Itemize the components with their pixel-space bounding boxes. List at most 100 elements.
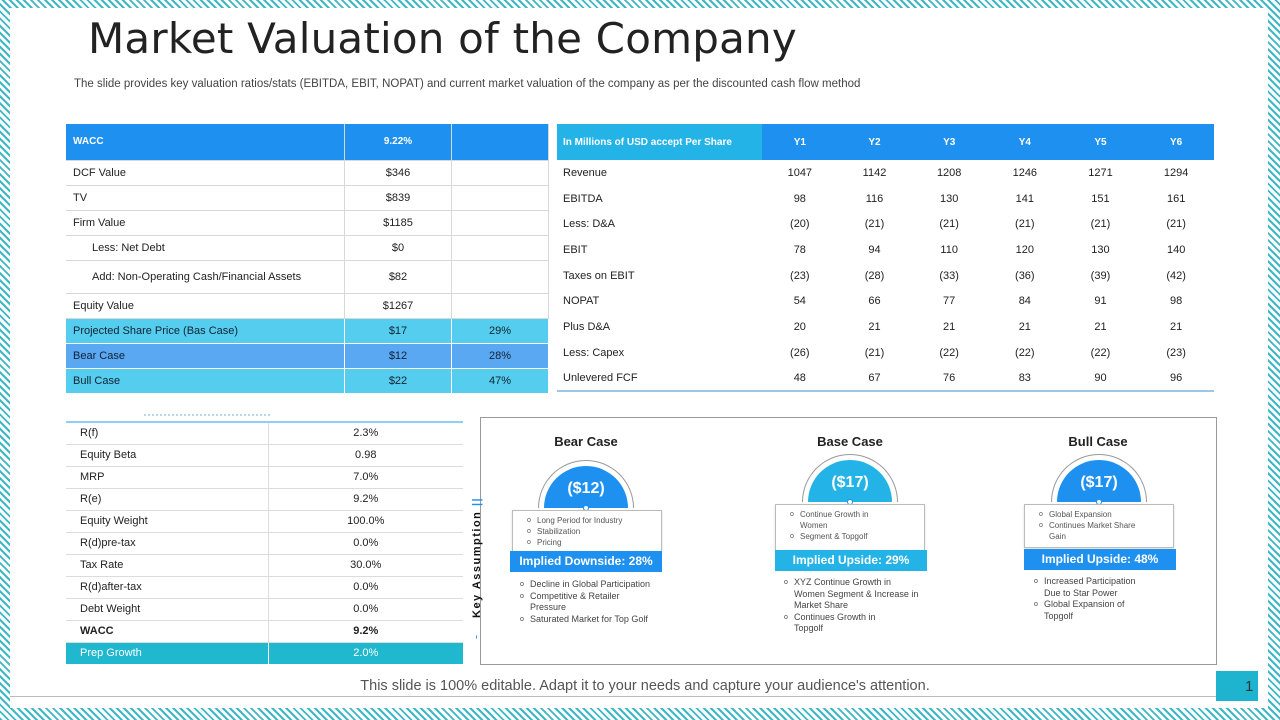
- cell: 83: [987, 365, 1063, 393]
- table-row: Equity Weight 100.0%: [66, 510, 463, 533]
- cell: 140: [1166, 243, 1186, 256]
- base-implied: Implied Upside: 29%: [775, 550, 927, 571]
- list-item: Decline in Global Participation: [520, 579, 680, 591]
- table-row: Revenue 1047 1142 1208 1246 1271 1294: [557, 160, 1214, 186]
- cell: 98: [1170, 295, 1183, 308]
- row-label: R(e): [66, 488, 269, 511]
- table-row: Bear Case $12 28%: [66, 343, 549, 369]
- cell: (36): [1015, 269, 1035, 282]
- cell: 21: [943, 320, 956, 333]
- row-label: MRP: [66, 466, 269, 489]
- cell: 98: [793, 192, 806, 205]
- header-cell: WACC: [66, 124, 345, 161]
- table-row: Bull Case $22 47%: [66, 368, 549, 394]
- page-title: Market Valuation of the Company: [88, 14, 797, 63]
- cell: 1208: [936, 166, 962, 179]
- row-value: $17: [344, 318, 452, 344]
- cell: 21: [1094, 320, 1107, 333]
- cell: (21): [864, 346, 885, 359]
- row-label: WACC: [66, 620, 269, 643]
- row-label: Bull Case: [66, 368, 345, 394]
- header-cell: [451, 124, 549, 161]
- row-pct: [451, 235, 549, 261]
- row-label: Equity Weight: [66, 510, 269, 533]
- table-row: Equity Value $1267: [66, 293, 549, 319]
- table-row: EBIT 78 94 110 120 130 140: [557, 237, 1214, 263]
- cell: (21): [939, 218, 959, 231]
- table-row: Debt Weight 0.0%: [66, 598, 463, 621]
- footer-text: This slide is 100% editable. Adapt it to…: [360, 678, 930, 694]
- table-row: Taxes on EBIT (23) (28) (33) (36) (39) (42): [557, 263, 1214, 289]
- row-value: 0.0%: [268, 598, 463, 621]
- cell: 78: [793, 243, 806, 256]
- cell: (22): [1090, 346, 1111, 359]
- row-label: Prep Growth: [66, 642, 269, 665]
- cell: (21): [864, 218, 885, 231]
- row-label: Equity Value: [66, 293, 345, 319]
- row-value: $0: [344, 235, 452, 261]
- table-row: Plus D&A 20 21 21 21 21 21: [557, 314, 1214, 340]
- bear-card: Long Period for Industry Stabilization P…: [512, 510, 662, 552]
- list-item: Continues Growth in Topgolf: [784, 612, 904, 635]
- row-label: Add: Non-Operating Cash/Financial Assets: [66, 260, 345, 294]
- row-label: Tax Rate: [66, 554, 269, 577]
- slide: Market Valuation of the Company The slid…: [10, 8, 1268, 708]
- cell: Plus D&A: [563, 320, 611, 333]
- row-label: Debt Weight: [66, 598, 269, 621]
- cell: 151: [1091, 192, 1110, 205]
- cell: Less: Capex: [563, 346, 625, 359]
- row-label: Firm Value: [66, 210, 345, 236]
- list-item: Pricing: [527, 537, 655, 548]
- bull-case-title: Bull Case: [1068, 434, 1128, 449]
- table-row: R(f) 2.3%: [66, 422, 463, 445]
- cell: 1271: [1088, 166, 1113, 179]
- cell: 116: [865, 192, 884, 205]
- row-label: R(d)pre-tax: [66, 532, 269, 555]
- header-cell: Y4: [987, 124, 1063, 160]
- table-row: Less: Net Debt $0: [66, 235, 549, 261]
- table-row: MRP 7.0%: [66, 466, 463, 489]
- list-item: Segment & Topgolf: [790, 531, 918, 542]
- bull-notes: Increased Participation Due to Star Powe…: [1034, 576, 1194, 622]
- cell: 77: [943, 295, 956, 308]
- cell: 94: [868, 243, 881, 256]
- cell: 141: [1015, 192, 1034, 205]
- cell: 1142: [862, 166, 887, 179]
- row-value: 0.0%: [268, 532, 463, 555]
- row-pct: [451, 210, 549, 236]
- cell: Taxes on EBIT: [563, 269, 635, 282]
- base-notes: XYZ Continue Growth in Women Segment & I…: [784, 577, 944, 635]
- table-row: Tax Rate 30.0%: [66, 554, 463, 577]
- row-pct: 47%: [451, 368, 549, 394]
- key-assumption-bar: ||: [471, 496, 483, 507]
- table-row: Prep Growth 2.0%: [66, 642, 463, 665]
- list-item: Continues Market Share Gain: [1039, 520, 1154, 542]
- cell: (21): [1166, 218, 1186, 231]
- page-subtitle: The slide provides key valuation ratios/…: [74, 78, 861, 90]
- list-item: XYZ Continue Growth in Women Segment & I…: [784, 577, 919, 612]
- header-cell: Y5: [1062, 124, 1139, 160]
- list-item: Global Expansion of Topgolf: [1034, 599, 1144, 622]
- key-assumption-line: [476, 634, 477, 640]
- row-value: $22: [344, 368, 452, 394]
- cell: 84: [1018, 295, 1031, 308]
- table-row: Equity Beta 0.98: [66, 444, 463, 467]
- row-value: 9.2%: [268, 620, 463, 643]
- row-label: Bear Case: [66, 343, 345, 369]
- table-row: NOPAT 54 66 77 84 91 98: [557, 288, 1214, 314]
- cell: 21: [1170, 320, 1183, 333]
- row-value: 7.0%: [268, 466, 463, 489]
- cell: 1246: [1012, 166, 1038, 179]
- row-pct: [451, 160, 549, 186]
- footer-divider: [10, 696, 1216, 697]
- list-item: Competitive & Retailer Pressure: [520, 591, 640, 614]
- cell: 48: [762, 365, 838, 393]
- bear-case-title: Bear Case: [554, 434, 618, 449]
- cell: 66: [868, 295, 881, 308]
- table-row: Firm Value $1185: [66, 210, 549, 236]
- row-label: Less: Net Debt: [66, 235, 345, 261]
- table-row: R(d)pre-tax 0.0%: [66, 532, 463, 555]
- list-item: Global Expansion: [1039, 509, 1167, 520]
- cell: Less: D&A: [563, 218, 615, 231]
- cell: 90: [1062, 365, 1139, 393]
